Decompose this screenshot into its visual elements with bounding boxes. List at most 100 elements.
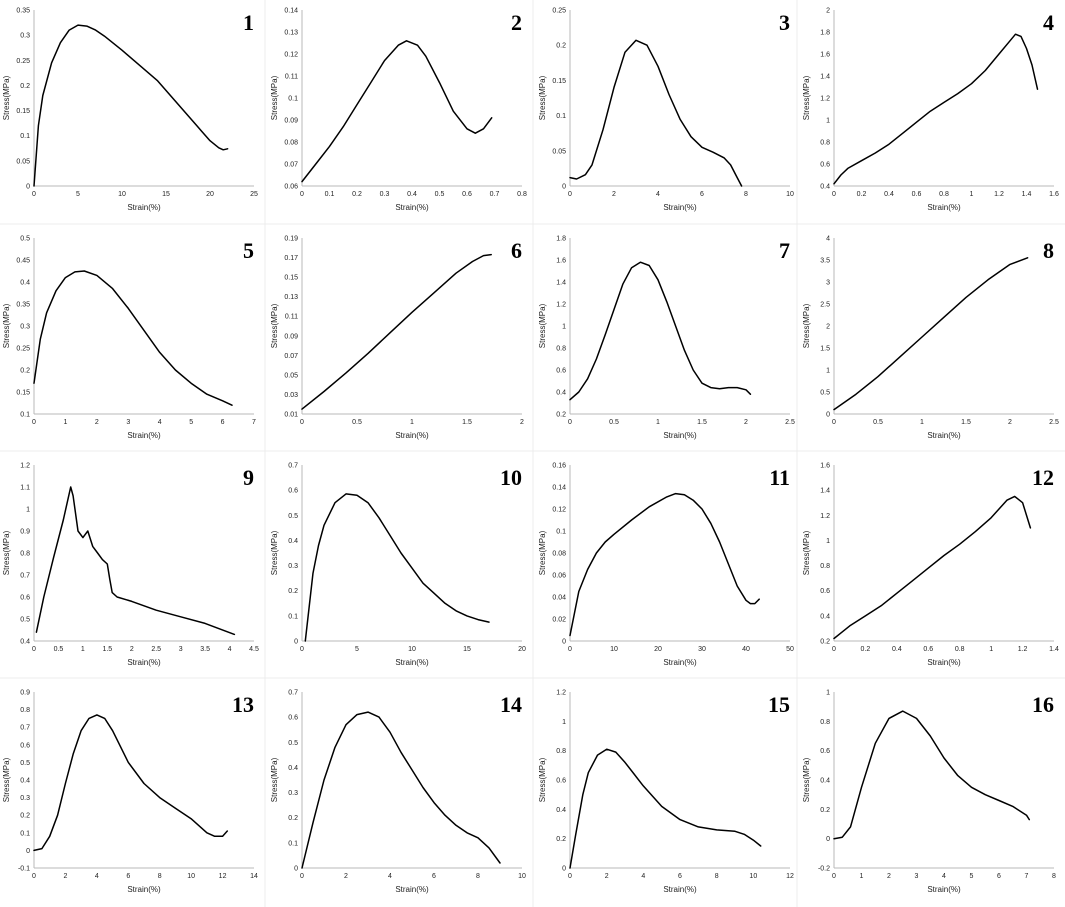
chart-panel-11: 0 10 20 30 40 50 0 0.02 0.04 0.06 0.08 0.1 0.12 0.14 0…: [538, 463, 794, 668]
x-tick-label: 15: [463, 646, 471, 653]
x-tick-label: 8: [158, 873, 162, 880]
x-tick-label: 10: [408, 646, 416, 653]
y-tick-label: 0.19: [284, 236, 298, 243]
y-tick-label: 0.35: [16, 8, 30, 15]
chart-panel-16: 0 1 2 3 4 5 6 7 8-0.200.20.40.60.81Strain(%)Stre…: [802, 690, 1056, 895]
x-tick-label: 10: [749, 873, 757, 880]
x-tick-label: 20: [654, 646, 662, 653]
x-tick-label: 2: [130, 646, 134, 653]
y-tick-label: 0.1: [20, 412, 30, 419]
y-tick-label: 0.1: [20, 830, 30, 837]
y-tick-label: 0.2: [820, 807, 830, 814]
stress-strain-curve: [33, 270, 233, 406]
y-tick-label: 0.5: [288, 513, 298, 520]
y-tick-label: 0: [294, 866, 298, 873]
y-tick-label: 1: [826, 690, 830, 697]
x-tick-label: 6: [700, 191, 704, 198]
y-tick-label: 0.3: [288, 790, 298, 797]
panel-number: 11: [769, 465, 790, 490]
x-tick-label: 0.2: [352, 191, 362, 198]
x-tick-label: 1.5: [462, 419, 472, 426]
y-tick-label: 1.8: [556, 236, 566, 243]
x-tick-label: 4.5: [249, 646, 259, 653]
y-tick-label: 0.8: [556, 748, 566, 755]
x-tick-label: 10: [118, 191, 126, 198]
x-tick-label: 1.5: [697, 419, 707, 426]
x-tick-label: 1.4: [1049, 646, 1059, 653]
x-tick-label: 0.8: [939, 191, 949, 198]
y-tick-label: 0.6: [20, 595, 30, 602]
x-tick-label: 30: [698, 646, 706, 653]
y-tick-label: 1.5: [820, 346, 830, 353]
y-tick-label: 1: [826, 538, 830, 545]
y-tick-label: 0.4: [820, 778, 830, 785]
x-tick-label: 14: [250, 873, 258, 880]
chart-panel-8: 0 0.5 1 1.5 2 2.5 0 0.5 1 1.5 2 2.5 3 3.5 4 Strain(%) St…: [802, 236, 1059, 441]
x-tick-label: 1: [970, 191, 974, 198]
x-tick-label: 2: [744, 419, 748, 426]
y-tick-label: 2.5: [820, 302, 830, 309]
y-tick-label: 0.17: [284, 255, 298, 262]
stress-strain-curve: [301, 711, 501, 869]
y-tick-label: 0.14: [284, 8, 298, 15]
y-tick-label: 0.13: [284, 30, 298, 37]
y-tick-label: 0.45: [16, 258, 30, 265]
y-tick-label: 0.25: [552, 8, 566, 15]
x-axis-label: Strain(%): [663, 885, 697, 894]
x-tick-label: 10: [518, 873, 526, 880]
y-tick-label: 0.02: [552, 617, 566, 624]
panel-number: 8: [1043, 238, 1054, 263]
stress-strain-curve: [301, 40, 493, 183]
x-tick-label: 0: [832, 873, 836, 880]
y-tick-label: 0.2: [20, 83, 30, 90]
panel-number: 10: [500, 465, 522, 490]
y-tick-label: 0.8: [556, 346, 566, 353]
y-axis-label: Stress(MPa): [2, 757, 11, 802]
x-tick-label: 2: [63, 873, 67, 880]
x-tick-label: 0.2: [857, 191, 867, 198]
y-axis-label: Stress(MPa): [2, 303, 11, 348]
y-tick-label: 0.8: [20, 551, 30, 558]
y-tick-label: 0.05: [552, 148, 566, 155]
panel-number: 14: [500, 692, 522, 717]
y-tick-label: 0: [562, 184, 566, 191]
y-axis-label: Stress(MPa): [802, 757, 811, 802]
x-tick-label: 5: [189, 419, 193, 426]
y-tick-label: 0.01: [284, 412, 298, 419]
y-tick-label: 0.1: [288, 840, 298, 847]
y-tick-label: 0.2: [20, 813, 30, 820]
x-tick-label: 2: [605, 873, 609, 880]
y-tick-label: 0: [294, 639, 298, 646]
x-axis-label: Strain(%): [663, 431, 697, 440]
y-tick-label: 0.2: [820, 639, 830, 646]
x-tick-label: 2: [95, 419, 99, 426]
chart-panel-9: 0 0.5 1 1.5 2 2.5 3 3.5 4 4.5 0.4 0.5 0.6 0.7 0.8 0.9 1 1…: [2, 463, 259, 668]
y-tick-label: 2: [826, 8, 830, 15]
x-tick-label: 0.7: [490, 191, 500, 198]
x-axis-label: Strain(%): [395, 885, 429, 894]
chart-panel-13: 0 2 4 6 8 10 12 14-0.100.10.20.30.40.50.60.70.8…: [2, 690, 258, 895]
y-tick-label: 0.5: [20, 760, 30, 767]
y-tick-label: 0.6: [820, 588, 830, 595]
y-tick-label: 0.2: [288, 815, 298, 822]
y-tick-label: 0.8: [20, 707, 30, 714]
y-tick-label: 0.05: [16, 158, 30, 165]
y-tick-label: 0.12: [284, 52, 298, 59]
x-tick-label: 6: [432, 873, 436, 880]
x-tick-label: 0.2: [861, 646, 871, 653]
x-tick-label: 4: [942, 873, 946, 880]
x-tick-label: 1.6: [1049, 191, 1059, 198]
x-tick-label: 4: [95, 873, 99, 880]
y-tick-label: 0.7: [20, 573, 30, 580]
y-axis-label: Stress(MPa): [2, 530, 11, 575]
stress-strain-curve: [569, 261, 752, 401]
y-tick-label: 0.25: [16, 346, 30, 353]
x-tick-label: 0.6: [462, 191, 472, 198]
panel-number: 15: [768, 692, 790, 717]
y-tick-label: 0.3: [288, 563, 298, 570]
x-tick-label: 8: [715, 873, 719, 880]
stress-strain-curve: [33, 24, 229, 187]
y-tick-label: 0.07: [284, 162, 298, 169]
x-tick-label: 0: [568, 419, 572, 426]
y-tick-label: 1.4: [556, 280, 566, 287]
